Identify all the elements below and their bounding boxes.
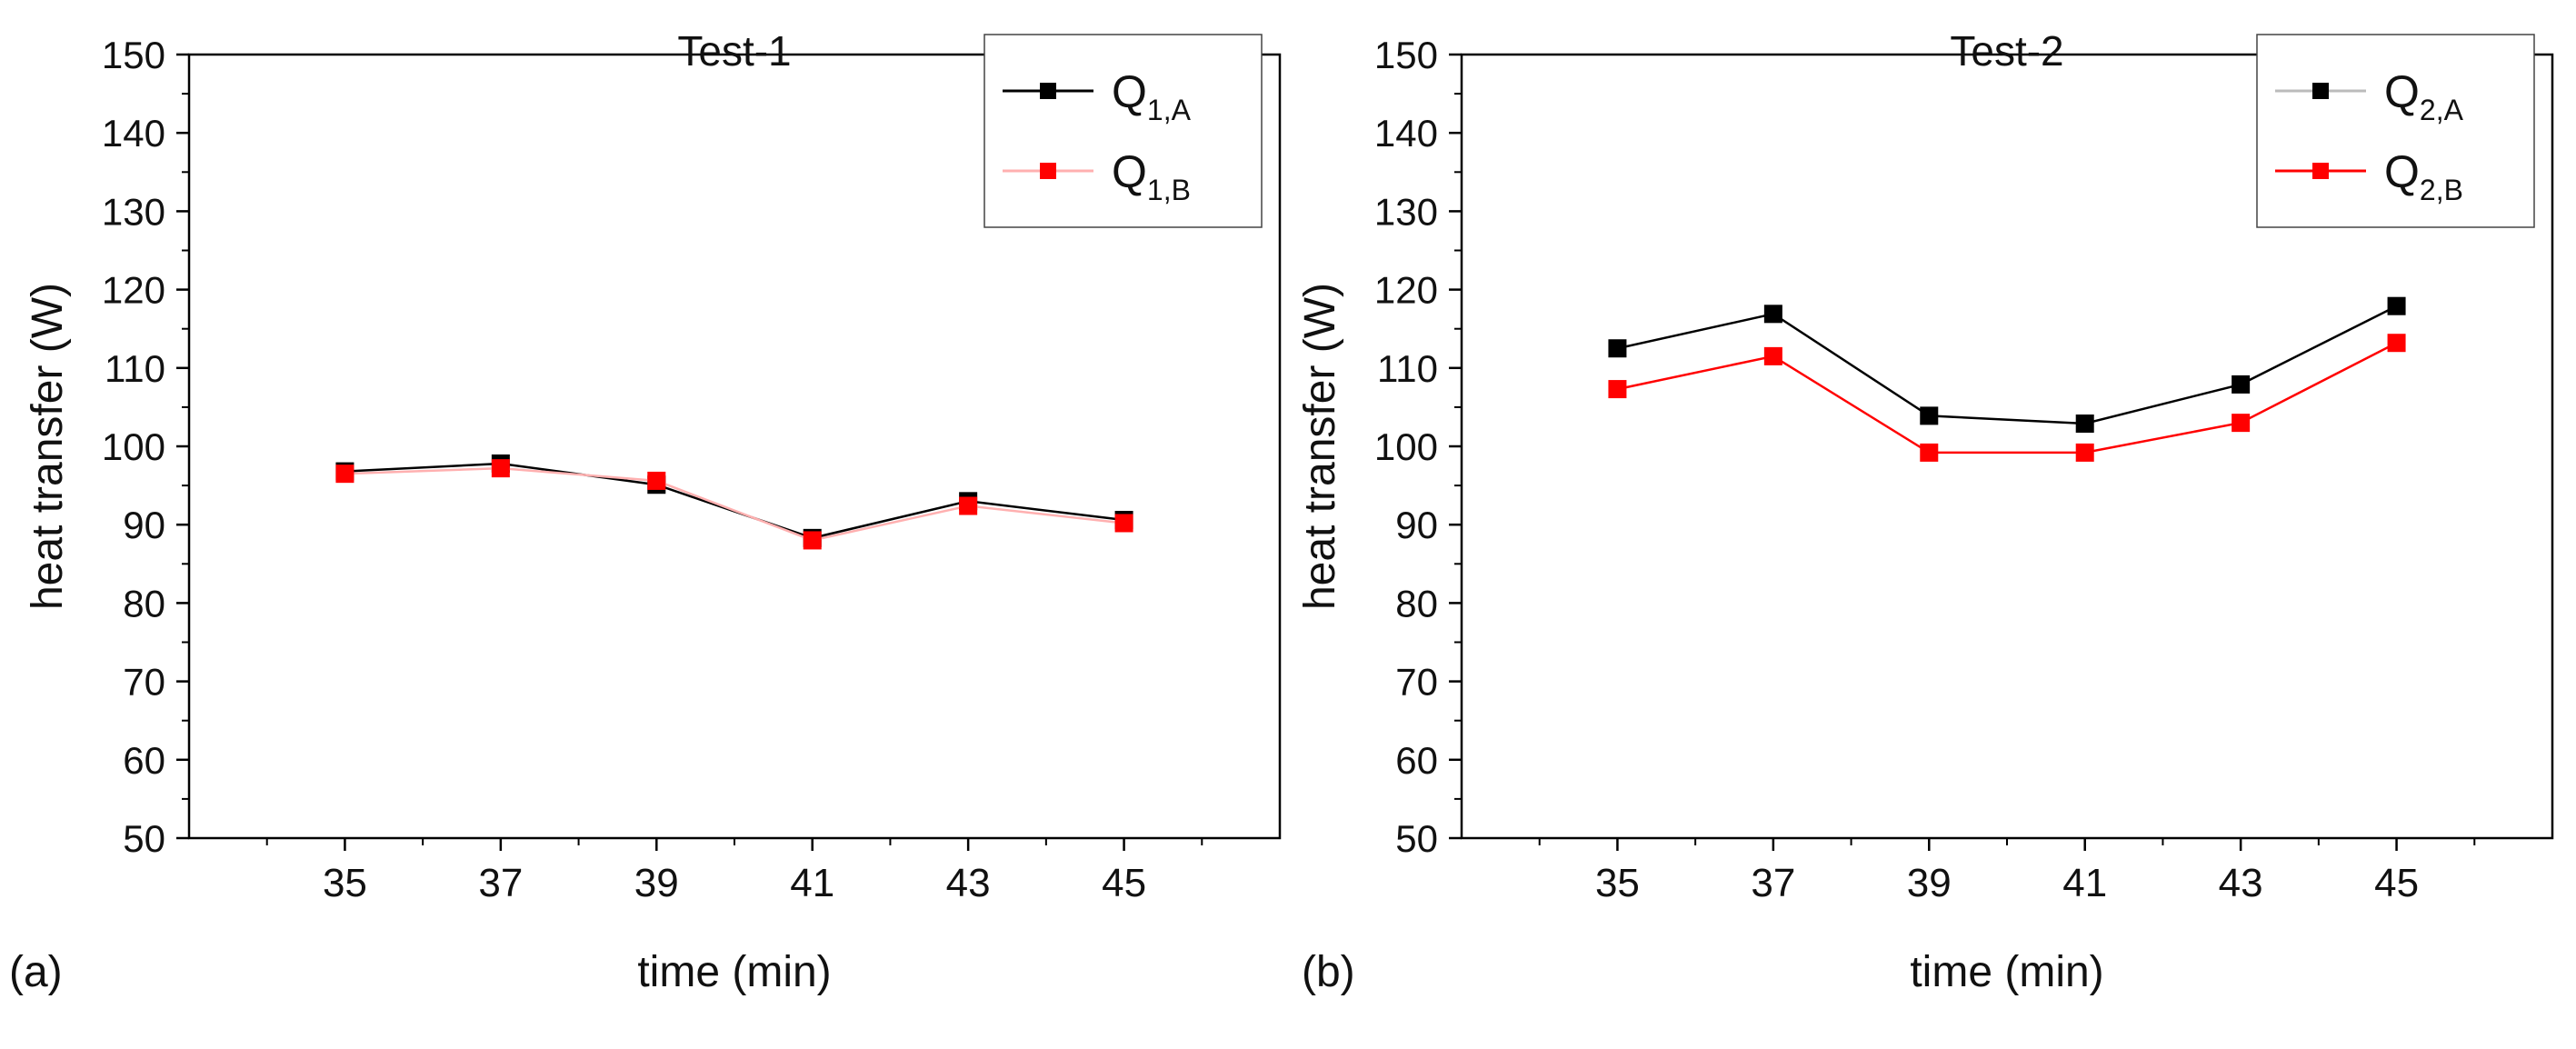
data-point-2a	[2232, 375, 2251, 394]
legend-marker-q1b	[1040, 163, 1056, 179]
axis-ticks-test-1: 50 60 70 80 90 100 110 120 130 140 150 35 37 39 41 43 45	[102, 34, 1203, 905]
panel-label-a: (a)	[9, 948, 63, 996]
y-tick-label: 120	[1374, 269, 1438, 312]
data-point-1b	[335, 465, 354, 484]
data-point-1b	[647, 471, 666, 490]
x-tick-label: 45	[2374, 861, 2419, 905]
data-point-2b	[1920, 443, 1939, 462]
y-tick-label: 130	[102, 190, 165, 233]
data-point-2b	[1763, 346, 1782, 365]
y-tick-label: 130	[1374, 190, 1438, 233]
y-tick-label: 60	[1395, 739, 1438, 782]
legend-label-q2b: Q2,B	[2384, 146, 2463, 206]
x-axis-label-test-1: time (min)	[637, 948, 831, 996]
y-tick-label: 80	[123, 582, 165, 624]
legend-label-q1b: Q1,B	[1112, 146, 1191, 206]
legend-test-2: Q2,A Q2,B	[2256, 34, 2535, 228]
x-tick-label: 35	[323, 861, 367, 905]
legend-box-test-2	[2256, 34, 2535, 228]
chart-title-test-2: Test-2	[1950, 27, 2063, 75]
series-group-test-1	[335, 454, 1133, 550]
x-tick-label: 41	[790, 861, 834, 905]
y-tick-label: 50	[1395, 817, 1438, 860]
x-axis-label-test-2: time (min)	[1910, 948, 2103, 996]
panel-label-b: (b)	[1302, 948, 1355, 996]
y-axis-label-test-1: heat transfer (W)	[24, 283, 72, 610]
series-line-2b	[1617, 342, 2398, 455]
data-point-2b	[2387, 334, 2406, 353]
data-point-1b	[803, 531, 822, 550]
y-tick-label: 90	[123, 504, 165, 546]
x-tick-label: 43	[946, 861, 991, 905]
legend-test-1: Q1,A Q1,B	[983, 34, 1263, 228]
y-tick-label: 70	[123, 661, 165, 704]
series-group-test-2	[1608, 296, 2406, 462]
legend-label-q2a: Q2,A	[2384, 66, 2464, 126]
series-line-2a	[1617, 305, 2398, 425]
legend-box-test-1	[983, 34, 1263, 228]
x-tick-label: 37	[478, 861, 523, 905]
data-point-1b	[1114, 514, 1133, 533]
data-point-2a	[1608, 339, 1627, 358]
legend-marker-q2a	[2312, 83, 2329, 99]
y-tick-label: 110	[1377, 347, 1438, 390]
data-point-2a	[1763, 305, 1782, 324]
chart-panel-test-2: Test-2 time (min) heat transfer (W) (b) …	[1296, 27, 2554, 996]
y-tick-label: 50	[123, 817, 165, 860]
y-tick-label: 100	[102, 425, 165, 468]
x-tick-label: 35	[1595, 861, 1640, 905]
x-tick-label: 45	[1102, 861, 1146, 905]
x-tick-label: 37	[1751, 861, 1795, 905]
y-tick-label: 60	[123, 739, 165, 782]
data-point-2a	[2075, 415, 2094, 434]
y-tick-label: 150	[102, 34, 165, 76]
x-tick-label: 39	[1907, 861, 1952, 905]
y-tick-label: 140	[1374, 112, 1438, 155]
chart-panel-test-1: Test-1 time (min) heat transfer (W) (a) …	[9, 27, 1282, 996]
x-tick-label: 43	[2219, 861, 2263, 905]
y-tick-label: 90	[1395, 504, 1438, 546]
series-line-1a	[344, 462, 1124, 540]
data-point-2b	[2075, 443, 2094, 462]
y-tick-label: 110	[105, 347, 165, 390]
y-tick-label: 70	[1395, 661, 1438, 704]
data-point-2b	[1608, 380, 1627, 399]
axis-ticks-test-2: 50 60 70 80 90 100 110 120 130 140 150 35 37 39 41 43 45	[1374, 34, 2476, 905]
data-point-2a	[2387, 296, 2406, 315]
data-point-2b	[2232, 414, 2251, 433]
series-line-1b	[344, 466, 1124, 542]
legend-marker-q1a	[1040, 83, 1056, 99]
y-tick-label: 100	[1374, 425, 1438, 468]
y-tick-label: 140	[102, 112, 165, 155]
legend-marker-q2b	[2312, 163, 2329, 179]
legend-label-q1a: Q1,A	[1112, 66, 1192, 126]
y-tick-label: 120	[102, 269, 165, 312]
y-tick-label: 150	[1374, 34, 1438, 76]
data-point-1b	[959, 496, 978, 515]
y-axis-label-test-2: heat transfer (W)	[1296, 283, 1344, 610]
data-point-1b	[491, 459, 510, 478]
chart-title-test-1: Test-1	[677, 27, 791, 75]
x-tick-label: 39	[634, 861, 679, 905]
x-tick-label: 41	[2062, 861, 2107, 905]
data-point-2a	[1920, 406, 1939, 425]
y-tick-label: 80	[1395, 582, 1438, 624]
